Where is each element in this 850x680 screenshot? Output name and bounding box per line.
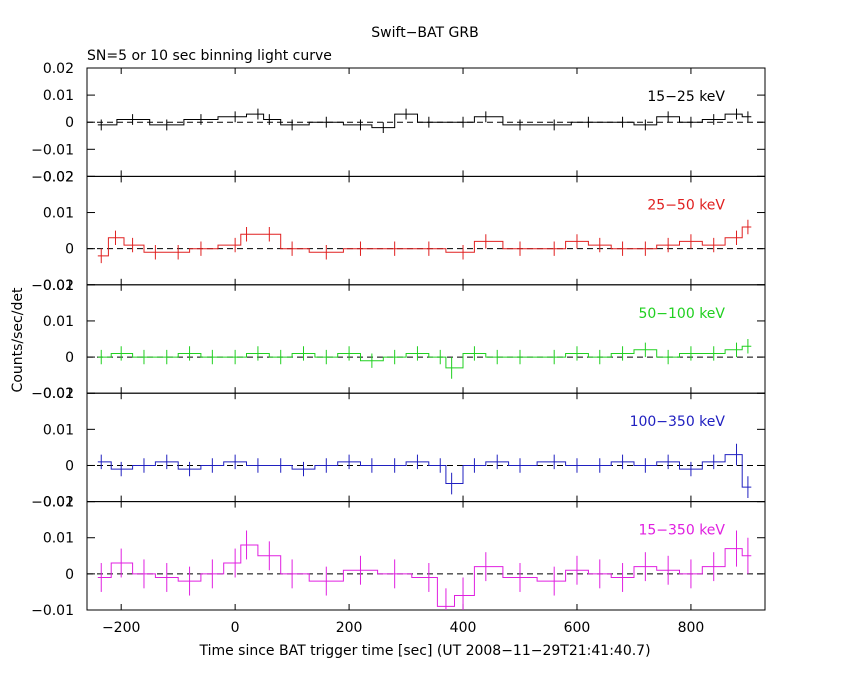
panel-5: −0.01 0 0.01 0.02 15−350 keV (31, 495, 766, 619)
x-axis-label: Time since BAT trigger time [sec] (UT 20… (198, 643, 650, 659)
band-label: 50−100 keV (638, 306, 725, 322)
series-1 (97, 108, 752, 134)
panel-3: −0.01 0 0.01 0.02 50−100 keV (31, 278, 766, 402)
x-tick-label: 800 (678, 620, 705, 636)
step-line (97, 454, 752, 488)
x-tick-label: 600 (564, 620, 591, 636)
y-tick-label: −0.01 (31, 142, 74, 158)
y-tick-label: 0.02 (43, 386, 74, 402)
y-tick-label: 0 (65, 242, 74, 258)
panel-4: −0.01 0 0.01 0.02 100−350 keV (31, 386, 766, 511)
y-tick-label: 0.01 (43, 88, 74, 104)
y-tick-label: −0.01 (31, 495, 74, 511)
y-tick-label: 0.01 (43, 531, 74, 547)
y-tick-label: −0.02 (31, 169, 74, 185)
step-line (97, 226, 752, 257)
chart-subtitle: SN=5 or 10 sec binning light curve (87, 48, 332, 64)
panel-frame (86, 501, 766, 611)
y-tick-label: 0 (65, 567, 74, 583)
x-tick-label: −200 (102, 620, 140, 636)
x-tick-label: 200 (336, 620, 363, 636)
y-tick-label: 0.01 (43, 422, 74, 438)
y-tick-label: −0.01 (31, 278, 74, 294)
y-axis-label: Counts/sec/det (10, 287, 26, 392)
panel-frame (86, 392, 766, 503)
x-tick-label: 0 (231, 620, 240, 636)
panel-1: −0.02 −0.01 0 0.01 0.02 15−25 keV (31, 61, 766, 185)
panel-frame (86, 284, 766, 394)
y-tick-label: −0.01 (31, 386, 74, 402)
y-tick-label: 0 (65, 458, 74, 474)
step-line (97, 345, 752, 369)
panel-2: −0.01 0 0.01 0.02 25−50 keV (31, 169, 766, 294)
y-tick-label: 0 (65, 115, 74, 131)
y-tick-label: 0.02 (43, 278, 74, 294)
series-3 (97, 339, 752, 379)
band-label: 15−25 keV (647, 89, 725, 105)
step-line (97, 113, 752, 129)
series-2 (97, 219, 752, 264)
y-tick-label: 0 (65, 350, 74, 366)
y-tick-label: 0.02 (43, 169, 74, 185)
chart-title: Swift−BAT GRB (371, 25, 478, 41)
band-label: 25−50 keV (647, 197, 725, 213)
panels-group: −0.02 −0.01 0 0.01 0.02 15−25 keV −0.01 0 0.01 0.… (31, 61, 766, 636)
y-tick-label: 0.02 (43, 61, 74, 77)
y-tick-label: 0.02 (43, 495, 74, 511)
step-line (97, 544, 752, 607)
y-tick-label: 0.01 (43, 314, 74, 330)
y-tick-label: 0.01 (43, 206, 74, 222)
series-5 (97, 530, 752, 611)
y-tick-label: −0.01 (31, 603, 74, 619)
band-label: 100−350 keV (630, 414, 726, 430)
x-tick-label: 400 (450, 620, 477, 636)
panel-frame (86, 175, 766, 286)
band-label: 15−350 keV (638, 523, 725, 539)
series-4 (97, 443, 752, 498)
